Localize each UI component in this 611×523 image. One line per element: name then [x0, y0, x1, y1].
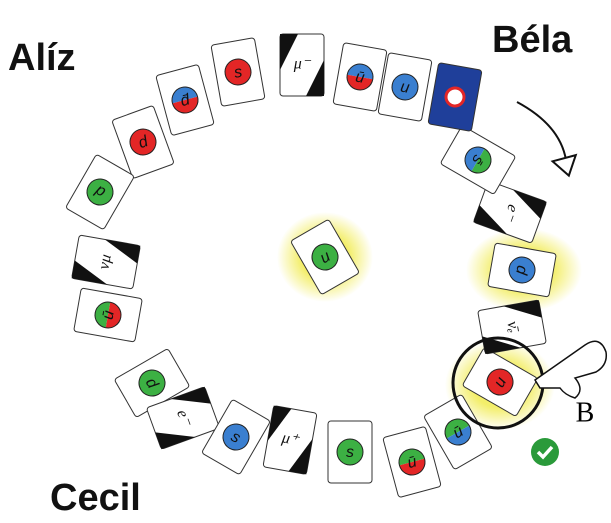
card[interactable]: s: [328, 421, 372, 483]
card[interactable]: νμ: [72, 235, 141, 289]
card-back: [428, 63, 482, 132]
player-name: Cecil: [50, 477, 141, 519]
card[interactable]: s̄: [440, 125, 516, 194]
card[interactable]: s: [211, 38, 265, 107]
hand-label: B: [576, 397, 595, 428]
card[interactable]: μ⁻: [280, 34, 324, 96]
turn-arrow: [517, 102, 566, 160]
card[interactable]: u: [378, 53, 432, 122]
card[interactable]: ū: [383, 426, 442, 497]
card[interactable]: d̄: [156, 64, 215, 135]
card[interactable]: ν̄ₑ: [478, 300, 547, 354]
card-label: νμ: [95, 253, 114, 271]
card-label: s: [346, 444, 354, 461]
confirm-button[interactable]: [531, 438, 559, 466]
card[interactable]: ū: [74, 288, 143, 342]
card[interactable]: ū: [333, 43, 387, 112]
card-label: μ⁻: [293, 56, 312, 73]
arrow-head: [553, 155, 581, 179]
game-board: Alíz Béla Cecil sd̄ddνμūde⁻sμ⁺sūūuν̄ₑde⁻…: [0, 0, 611, 523]
player-name: Béla: [492, 19, 573, 61]
player-name: Alíz: [8, 37, 76, 79]
card[interactable]: d: [112, 105, 175, 178]
card[interactable]: d: [65, 154, 134, 230]
card[interactable]: μ⁺: [263, 406, 317, 475]
card-back-logo: [445, 87, 466, 108]
